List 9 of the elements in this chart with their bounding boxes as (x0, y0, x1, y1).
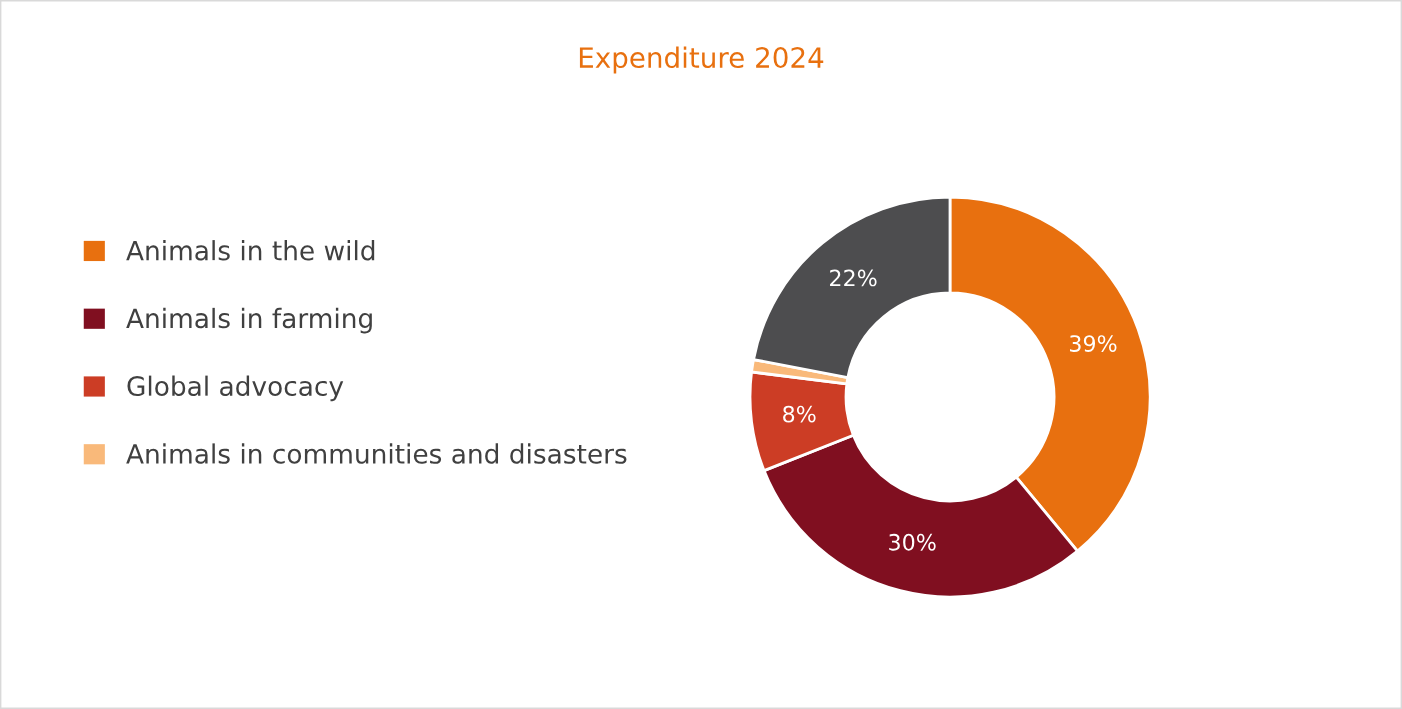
legend-label: Animals in the wild (126, 240, 375, 261)
data-label: 8% (783, 405, 816, 423)
legend-label: Animals in communities and disasters (126, 443, 627, 464)
data-label: 39% (1070, 335, 1117, 352)
chart-title: Expenditure 2024 (579, 46, 824, 74)
data-label: 22% (830, 269, 877, 287)
data-label: 30% (889, 533, 936, 551)
legend-label: Global advocacy (127, 375, 344, 402)
legend-label: Animals in farming (126, 307, 372, 334)
